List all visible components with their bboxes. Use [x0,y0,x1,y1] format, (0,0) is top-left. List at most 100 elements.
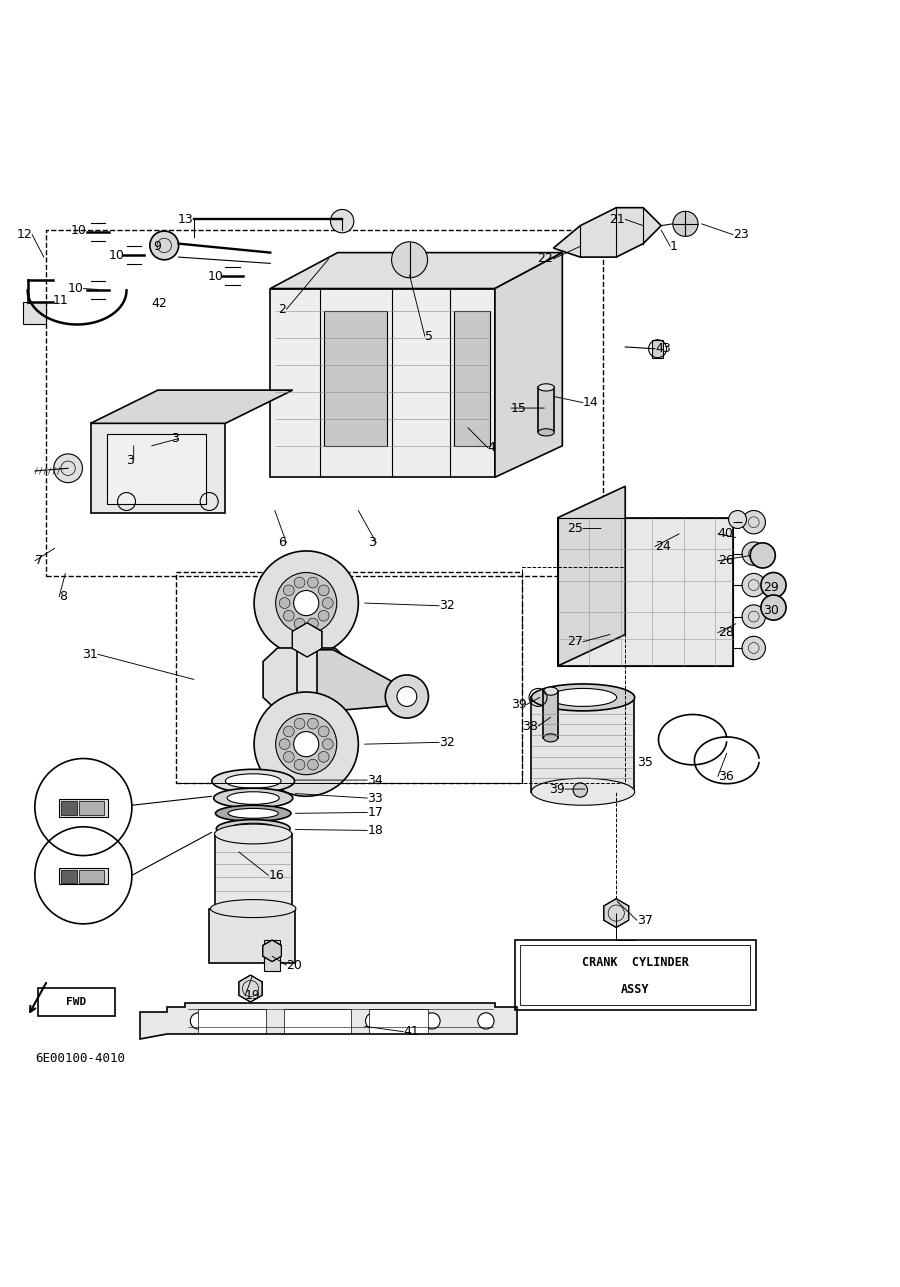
Text: 18: 18 [367,824,383,837]
Circle shape [330,210,354,233]
Text: 8: 8 [59,591,68,604]
Circle shape [319,586,329,596]
Text: 10: 10 [208,270,223,283]
Text: 34: 34 [367,773,383,786]
Text: 6E00100-4010: 6E00100-4010 [35,1053,125,1066]
Circle shape [742,605,765,628]
Polygon shape [198,1009,266,1032]
Ellipse shape [213,788,292,808]
Text: 22: 22 [537,252,554,265]
Bar [454,311,490,445]
Bar [176,571,522,782]
Circle shape [294,759,305,770]
Text: 21: 21 [609,212,626,225]
Circle shape [365,1013,382,1030]
Polygon shape [554,207,662,257]
Circle shape [308,718,319,728]
Bar [264,940,280,972]
Bar [538,387,554,432]
Bar [520,946,750,1005]
Text: CRANK  CYLINDER: CRANK CYLINDER [581,956,688,969]
Text: FWD: FWD [66,997,86,1006]
Ellipse shape [214,903,292,923]
Text: 36: 36 [718,770,734,782]
Text: 24: 24 [655,541,670,553]
Text: 9: 9 [153,239,160,252]
Circle shape [729,511,746,529]
Text: 7: 7 [35,555,43,568]
Text: 20: 20 [286,959,302,972]
Ellipse shape [212,770,294,793]
Circle shape [54,454,83,483]
Ellipse shape [214,824,292,844]
Polygon shape [91,390,292,423]
Circle shape [279,739,290,749]
Circle shape [150,232,178,260]
Text: 39: 39 [510,698,526,712]
Circle shape [760,573,786,597]
Circle shape [294,618,305,629]
Text: 10: 10 [109,248,125,261]
Text: 28: 28 [718,627,734,640]
Circle shape [322,597,333,609]
Polygon shape [299,650,405,710]
Text: 10: 10 [70,224,86,237]
Circle shape [248,1013,265,1030]
Ellipse shape [531,683,634,710]
Ellipse shape [531,779,634,806]
Bar [59,869,108,884]
Bar [23,302,46,324]
Circle shape [294,718,305,728]
Polygon shape [369,1009,428,1032]
Circle shape [478,1013,494,1030]
Ellipse shape [216,820,290,838]
Text: 6: 6 [279,537,286,550]
Text: 17: 17 [367,806,383,819]
Circle shape [308,759,319,770]
Polygon shape [263,647,349,710]
Bar [544,691,558,737]
Circle shape [254,692,358,797]
Circle shape [673,211,698,237]
Bar [209,909,294,963]
Ellipse shape [538,384,554,391]
Bar [59,799,108,817]
Text: 12: 12 [16,228,32,241]
Bar [558,517,734,665]
Circle shape [760,595,786,620]
Circle shape [385,674,428,718]
Bar [515,940,755,1010]
Ellipse shape [549,689,616,707]
Circle shape [307,1013,323,1030]
Text: 11: 11 [52,293,68,306]
Text: 5: 5 [425,329,433,342]
Circle shape [392,242,428,278]
Text: ASSY: ASSY [621,982,650,996]
Circle shape [284,586,294,596]
Text: 38: 38 [522,719,538,732]
Text: 14: 14 [583,396,599,409]
Circle shape [319,610,329,622]
Polygon shape [292,623,322,656]
Circle shape [308,618,319,629]
Circle shape [319,752,329,762]
Polygon shape [270,288,495,477]
Bar [107,434,205,505]
Circle shape [742,636,765,660]
Text: 13: 13 [178,212,194,225]
Text: 10: 10 [68,282,84,295]
Circle shape [279,597,290,609]
Bar [61,870,77,883]
Polygon shape [238,976,262,1003]
Text: 15: 15 [511,402,527,414]
Polygon shape [270,252,562,288]
Circle shape [254,551,358,655]
Ellipse shape [538,429,554,436]
Text: 33: 33 [367,792,383,804]
Circle shape [319,726,329,737]
Ellipse shape [211,900,296,918]
Text: 23: 23 [734,228,749,241]
Text: 32: 32 [439,600,455,613]
Ellipse shape [544,687,558,695]
Bar [324,311,387,445]
